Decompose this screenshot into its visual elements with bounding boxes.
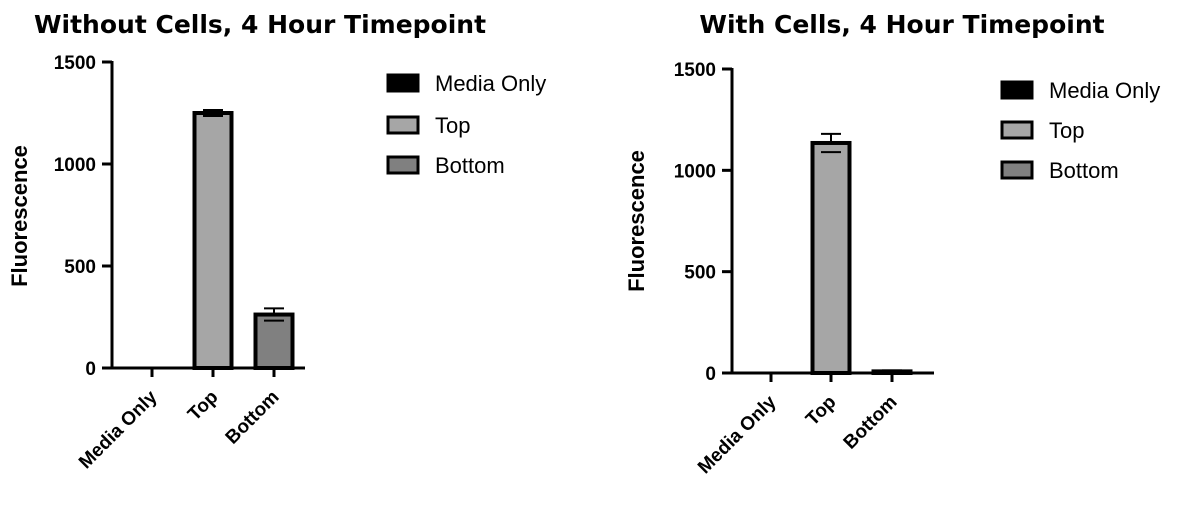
chart-title: With Cells, 4 Hour Timepoint <box>699 10 1104 39</box>
legend-label: Bottom <box>1049 158 1119 183</box>
y-tick-label: 500 <box>64 257 96 278</box>
y-tick-label: 1000 <box>54 155 96 176</box>
x-tick-label: Media Only <box>694 391 781 478</box>
bar-2 <box>253 312 295 370</box>
x-tick-label: Top <box>802 392 840 430</box>
legend-label: Media Only <box>1049 78 1160 103</box>
y-tick-label: 500 <box>684 263 716 284</box>
x-tick-label: Bottom <box>840 392 902 454</box>
legend-label: Top <box>1049 118 1084 143</box>
legend-label: Bottom <box>435 153 505 178</box>
bar-1 <box>192 111 234 370</box>
y-tick-label: 1500 <box>54 53 96 74</box>
y-tick-label: 0 <box>85 359 96 380</box>
y-tick-label: 1000 <box>674 161 716 182</box>
x-tick-label: Media Only <box>75 386 162 473</box>
legend-label: Top <box>435 113 470 138</box>
y-tick-label: 1500 <box>674 60 716 81</box>
legend-swatch <box>386 115 420 135</box>
legend-swatch <box>1000 80 1034 100</box>
x-tick-label: Top <box>184 387 222 425</box>
y-axis-label: Fluorescence <box>624 150 649 292</box>
legend-swatch <box>1000 120 1034 140</box>
chart-title: Without Cells, 4 Hour Timepoint <box>34 10 486 39</box>
y-axis-label: Fluorescence <box>7 145 32 287</box>
bar-1 <box>810 140 852 375</box>
x-tick-label: Bottom <box>222 387 284 449</box>
legend-swatch <box>1000 160 1034 180</box>
legend-swatch <box>386 73 420 93</box>
legend-label: Media Only <box>435 71 546 96</box>
y-tick-label: 0 <box>705 364 716 385</box>
legend-swatch <box>386 155 420 175</box>
